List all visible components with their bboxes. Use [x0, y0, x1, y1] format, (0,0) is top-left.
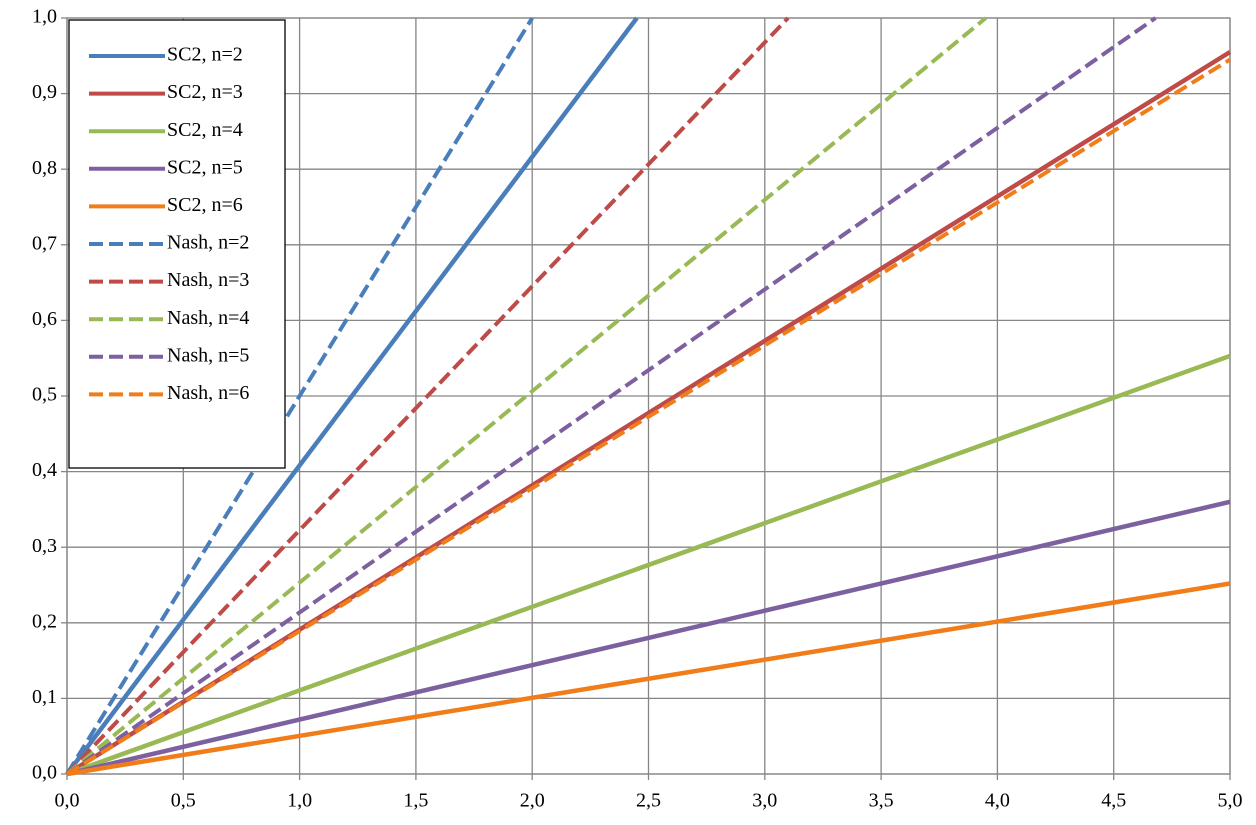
x-tick-label: 2,0	[520, 790, 545, 812]
y-tick-label: 0,7	[32, 232, 57, 254]
plot-border	[66, 17, 1231, 775]
y-tick-label: 0,2	[32, 610, 57, 632]
legend-label: SC2, n=4	[167, 119, 243, 141]
x-tick-label: 0,5	[171, 790, 196, 812]
y-tick-label: 0,0	[32, 762, 57, 784]
series-line	[65, 16, 1157, 776]
series-line	[65, 16, 534, 776]
x-tick-label: 1,0	[287, 790, 312, 812]
y-tick-label: 0,4	[32, 459, 57, 481]
x-tick-label: 1,5	[403, 790, 428, 812]
series-line	[65, 16, 790, 776]
legend-label: SC2, n=3	[167, 81, 243, 103]
legend-label: Nash, n=2	[167, 232, 249, 254]
y-tick-label: 0,3	[32, 535, 57, 557]
legend-label: Nash, n=3	[167, 269, 249, 291]
x-tick-label: 4,5	[1101, 790, 1126, 812]
legend-label: Nash, n=4	[167, 307, 249, 329]
x-tick-label: 4,0	[985, 790, 1010, 812]
y-tick-label: 0,6	[32, 308, 57, 330]
series-line	[65, 57, 1232, 776]
series-line	[65, 16, 639, 776]
legend-label: SC2, n=2	[167, 44, 243, 66]
y-tick-label: 0,5	[32, 384, 57, 406]
legend-label: SC2, n=6	[167, 194, 243, 216]
legend-label: SC2, n=5	[167, 156, 243, 178]
x-tick-label: 3,5	[869, 790, 894, 812]
x-tick-label: 2,5	[636, 790, 661, 812]
x-tick-label: 0,0	[55, 790, 80, 812]
y-tick-label: 0,1	[32, 686, 57, 708]
y-tick-label: 1,0	[32, 6, 57, 28]
series-line	[66, 499, 1231, 777]
x-tick-label: 3,0	[752, 790, 777, 812]
series-line	[66, 581, 1231, 777]
y-tick-label: 0,9	[32, 81, 57, 103]
series-line	[65, 16, 988, 776]
legend-label: Nash, n=5	[167, 344, 249, 366]
series-line	[66, 353, 1231, 777]
y-tick-label: 0,8	[32, 157, 57, 179]
x-tick-label: 5,0	[1218, 790, 1243, 812]
legend-label: Nash, n=6	[167, 382, 249, 404]
